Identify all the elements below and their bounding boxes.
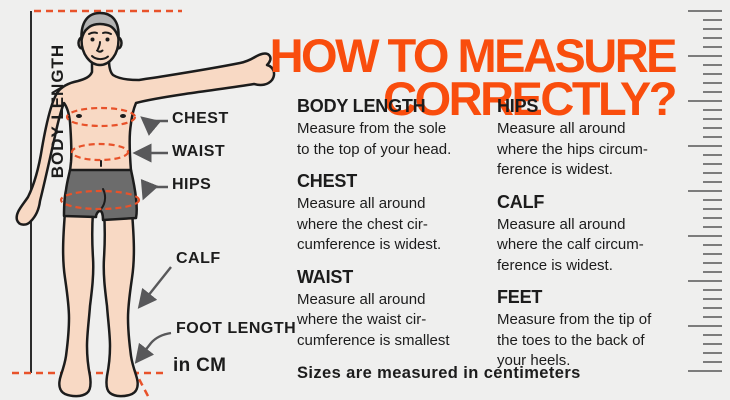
section-title: BODY LENGTH [297, 96, 426, 116]
chest-circumference-ellipse [65, 106, 137, 128]
hips-circumference-ellipse [59, 189, 141, 211]
section-title: WAIST [297, 266, 353, 287]
ruler-tick [688, 235, 722, 237]
ruler-tick [688, 325, 722, 327]
hips-label: HIPS [172, 176, 212, 193]
ruler-tick [703, 28, 722, 30]
ruler-tick [703, 262, 722, 264]
right-leg [102, 210, 139, 398]
left-leg [58, 210, 95, 398]
measurement-figure-illustration [12, 9, 276, 399]
calf-label: CALF [176, 250, 221, 267]
section-title: FEET [497, 287, 543, 307]
ruler-tick [703, 37, 722, 39]
hips-arrow [140, 178, 168, 201]
right-nipple [120, 114, 126, 118]
page-title: HOW TO MEASURE CORRECTLY? [269, 29, 678, 125]
section-title: CALF [497, 191, 545, 212]
section-chest: CHEST Measure all around where the chest… [297, 171, 487, 256]
left-eyebrow [88, 31, 98, 35]
section-waist: WAIST Measure all around where the waist… [297, 267, 487, 352]
ruler-tick [703, 82, 722, 84]
instructions-column-2: HIPS Measure all around where the hips c… [497, 96, 687, 383]
ruler-tick [703, 109, 722, 111]
footer-note: Sizes are measured in centimeters [297, 364, 581, 382]
foot-length-dashed-line [126, 357, 151, 399]
ruler-tick [703, 226, 722, 228]
ruler-tick [703, 73, 722, 75]
ruler-tick [688, 100, 722, 102]
ruler-tick [703, 91, 722, 93]
ruler-tick [703, 46, 722, 48]
section-text: Measure all around where the waist cir- … [297, 290, 450, 349]
ruler-tick [703, 316, 722, 318]
ruler-tick [703, 64, 722, 66]
ruler-tick [703, 334, 722, 336]
ruler-tick [703, 289, 722, 291]
waist-circumference-ellipse [70, 142, 130, 162]
section-text: Measure all around where the chest cir- … [297, 195, 442, 253]
ruler-tick [688, 10, 722, 12]
ruler-tick [688, 190, 722, 192]
section-title: CHEST [297, 171, 358, 191]
ruler-tick [703, 361, 722, 363]
ruler-tick [703, 208, 722, 210]
ruler-tick [703, 181, 722, 183]
ruler-tick [703, 298, 722, 300]
section-text: Measure from the sole to the top of your… [297, 120, 452, 158]
ruler-tick [703, 172, 722, 174]
section-body-length: BODY LENGTH Measure from the sole to the… [297, 96, 487, 160]
instructions-column-1: BODY LENGTH Measure from the sole to the… [297, 96, 487, 362]
section-hips: HIPS Measure all around where the hips c… [497, 96, 687, 181]
ruler-tick [703, 118, 722, 120]
ruler-tick [703, 307, 722, 309]
section-text: Measure all around where the calf circum… [497, 215, 644, 274]
ruler-tick [703, 199, 722, 201]
ruler-tick [688, 55, 722, 57]
ruler-tick [688, 370, 722, 372]
ruler-tick [703, 343, 722, 345]
ruler-tick [703, 154, 722, 156]
chest-label: CHEST [172, 110, 229, 127]
body-length-label: BODY LENGTH [48, 43, 67, 179]
ruler-tick [703, 217, 722, 219]
section-text: Measure all around where the hips circum… [497, 120, 648, 178]
ruler-tick [688, 145, 722, 147]
calf-arrow [137, 266, 172, 309]
section-text: Measure from the tip of the toes to the … [497, 311, 652, 369]
ruler-tick [703, 19, 722, 21]
section-calf: CALF Measure all around where the calf c… [497, 192, 687, 277]
ruler-tick [703, 163, 722, 165]
hair [80, 11, 120, 42]
ruler-tick [703, 244, 722, 246]
ruler-tick [688, 280, 722, 282]
ruler-tick [703, 127, 722, 129]
ruler-tick [703, 253, 722, 255]
left-eye [90, 37, 95, 42]
ruler [688, 10, 722, 379]
foot-length-arrow [134, 331, 172, 364]
unit-label: in CM [173, 355, 227, 376]
ruler-tick [703, 352, 722, 354]
left-nipple [76, 114, 82, 118]
mouth [91, 55, 109, 61]
section-feet: FEET Measure from the tip of the toes to… [497, 287, 687, 372]
figure-body [15, 52, 276, 226]
ruler-tick [703, 271, 722, 273]
ruler-tick [703, 136, 722, 138]
right-eyebrow [102, 31, 112, 35]
foot-length-label: FOOT LENGTH [176, 320, 297, 337]
chest-arrow [140, 116, 168, 136]
waist-label: WAIST [172, 143, 226, 160]
right-eye [105, 37, 110, 42]
section-title: HIPS [497, 96, 539, 116]
shorts [62, 168, 138, 222]
nose [96, 41, 104, 53]
